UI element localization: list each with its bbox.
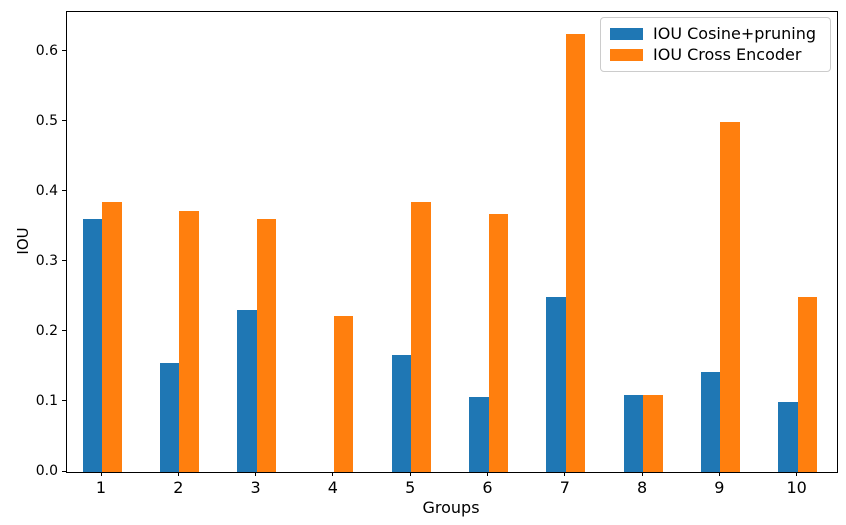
x-tick-mark — [718, 472, 720, 476]
bar-cosine-pruning-group-3 — [237, 309, 257, 472]
bar-cross-encoder-group-3 — [256, 218, 277, 472]
bar-cosine-pruning-group-6 — [469, 397, 489, 472]
x-tick-label: 4 — [327, 478, 338, 497]
x-axis-label: Groups — [422, 498, 480, 517]
x-tick-label: 3 — [250, 478, 261, 497]
bar-cross-encoder-group-2 — [179, 210, 199, 472]
bar-cosine-pruning-group-5 — [391, 355, 412, 472]
x-tick-label: 9 — [714, 478, 725, 497]
legend-label: IOU Cross Encoder — [653, 45, 802, 64]
y-tick-label: 0.4 — [35, 182, 58, 199]
x-tick-mark — [100, 472, 102, 476]
y-tick-mark — [62, 50, 66, 52]
x-tick-mark — [487, 472, 488, 476]
y-tick-label: 0.6 — [35, 42, 58, 59]
x-tick-mark — [641, 472, 643, 476]
y-tick-mark — [62, 120, 66, 122]
legend: IOU Cosine+pruning IOU Cross Encoder — [600, 17, 831, 72]
bar-cross-encoder-group-7 — [565, 34, 586, 472]
legend-swatch-cosine-pruning — [610, 28, 643, 40]
legend-swatch-cross-encoder — [610, 49, 643, 61]
bar-cross-encoder-group-4 — [333, 315, 354, 472]
x-tick-mark — [332, 472, 334, 476]
x-tick-label: 2 — [173, 478, 184, 497]
x-tick-label: 10 — [786, 478, 807, 497]
y-tick-label: 0.3 — [35, 252, 58, 269]
x-tick-label: 5 — [405, 478, 416, 497]
x-tick-label: 8 — [637, 478, 648, 497]
legend-label: IOU Cosine+pruning — [653, 24, 816, 43]
x-tick-label: 1 — [95, 478, 107, 497]
bar-cosine-pruning-group-1 — [82, 219, 102, 472]
x-tick-label: 7 — [559, 478, 570, 497]
bar-cosine-pruning-group-10 — [778, 402, 798, 472]
bar-cosine-pruning-group-8 — [623, 394, 644, 472]
legend-item: IOU Cross Encoder — [610, 45, 821, 65]
plot-area — [66, 11, 838, 473]
bar-cross-encoder-group-8 — [643, 394, 663, 472]
legend-item: IOU Cosine+pruning — [610, 24, 821, 44]
bar-cosine-pruning-group-7 — [546, 296, 566, 472]
y-tick-mark — [62, 330, 66, 332]
x-tick-mark — [564, 472, 566, 476]
y-tick-label: 0.2 — [35, 322, 58, 339]
x-tick-mark — [409, 472, 411, 476]
y-axis-label: IOU — [14, 227, 32, 255]
y-tick-mark — [62, 190, 66, 192]
x-tick-mark — [255, 472, 257, 476]
y-tick-mark — [62, 470, 66, 472]
y-tick-label: 0.0 — [35, 463, 58, 479]
bar-cross-encoder-group-10 — [797, 296, 818, 472]
bar-cosine-pruning-group-2 — [159, 363, 180, 472]
x-tick-label: 6 — [482, 478, 493, 497]
x-tick-mark — [177, 472, 179, 476]
y-tick-label: 0.5 — [35, 112, 58, 129]
y-tick-mark — [62, 260, 66, 262]
y-tick-label: 0.1 — [35, 392, 58, 409]
bar-cross-encoder-group-6 — [488, 213, 508, 472]
bar-cross-encoder-group-5 — [411, 201, 431, 472]
bar-cross-encoder-group-9 — [720, 121, 740, 472]
bar-cosine-pruning-group-9 — [700, 371, 721, 472]
bar-cross-encoder-group-1 — [102, 202, 122, 472]
x-tick-mark — [796, 472, 798, 476]
y-tick-mark — [62, 400, 66, 402]
